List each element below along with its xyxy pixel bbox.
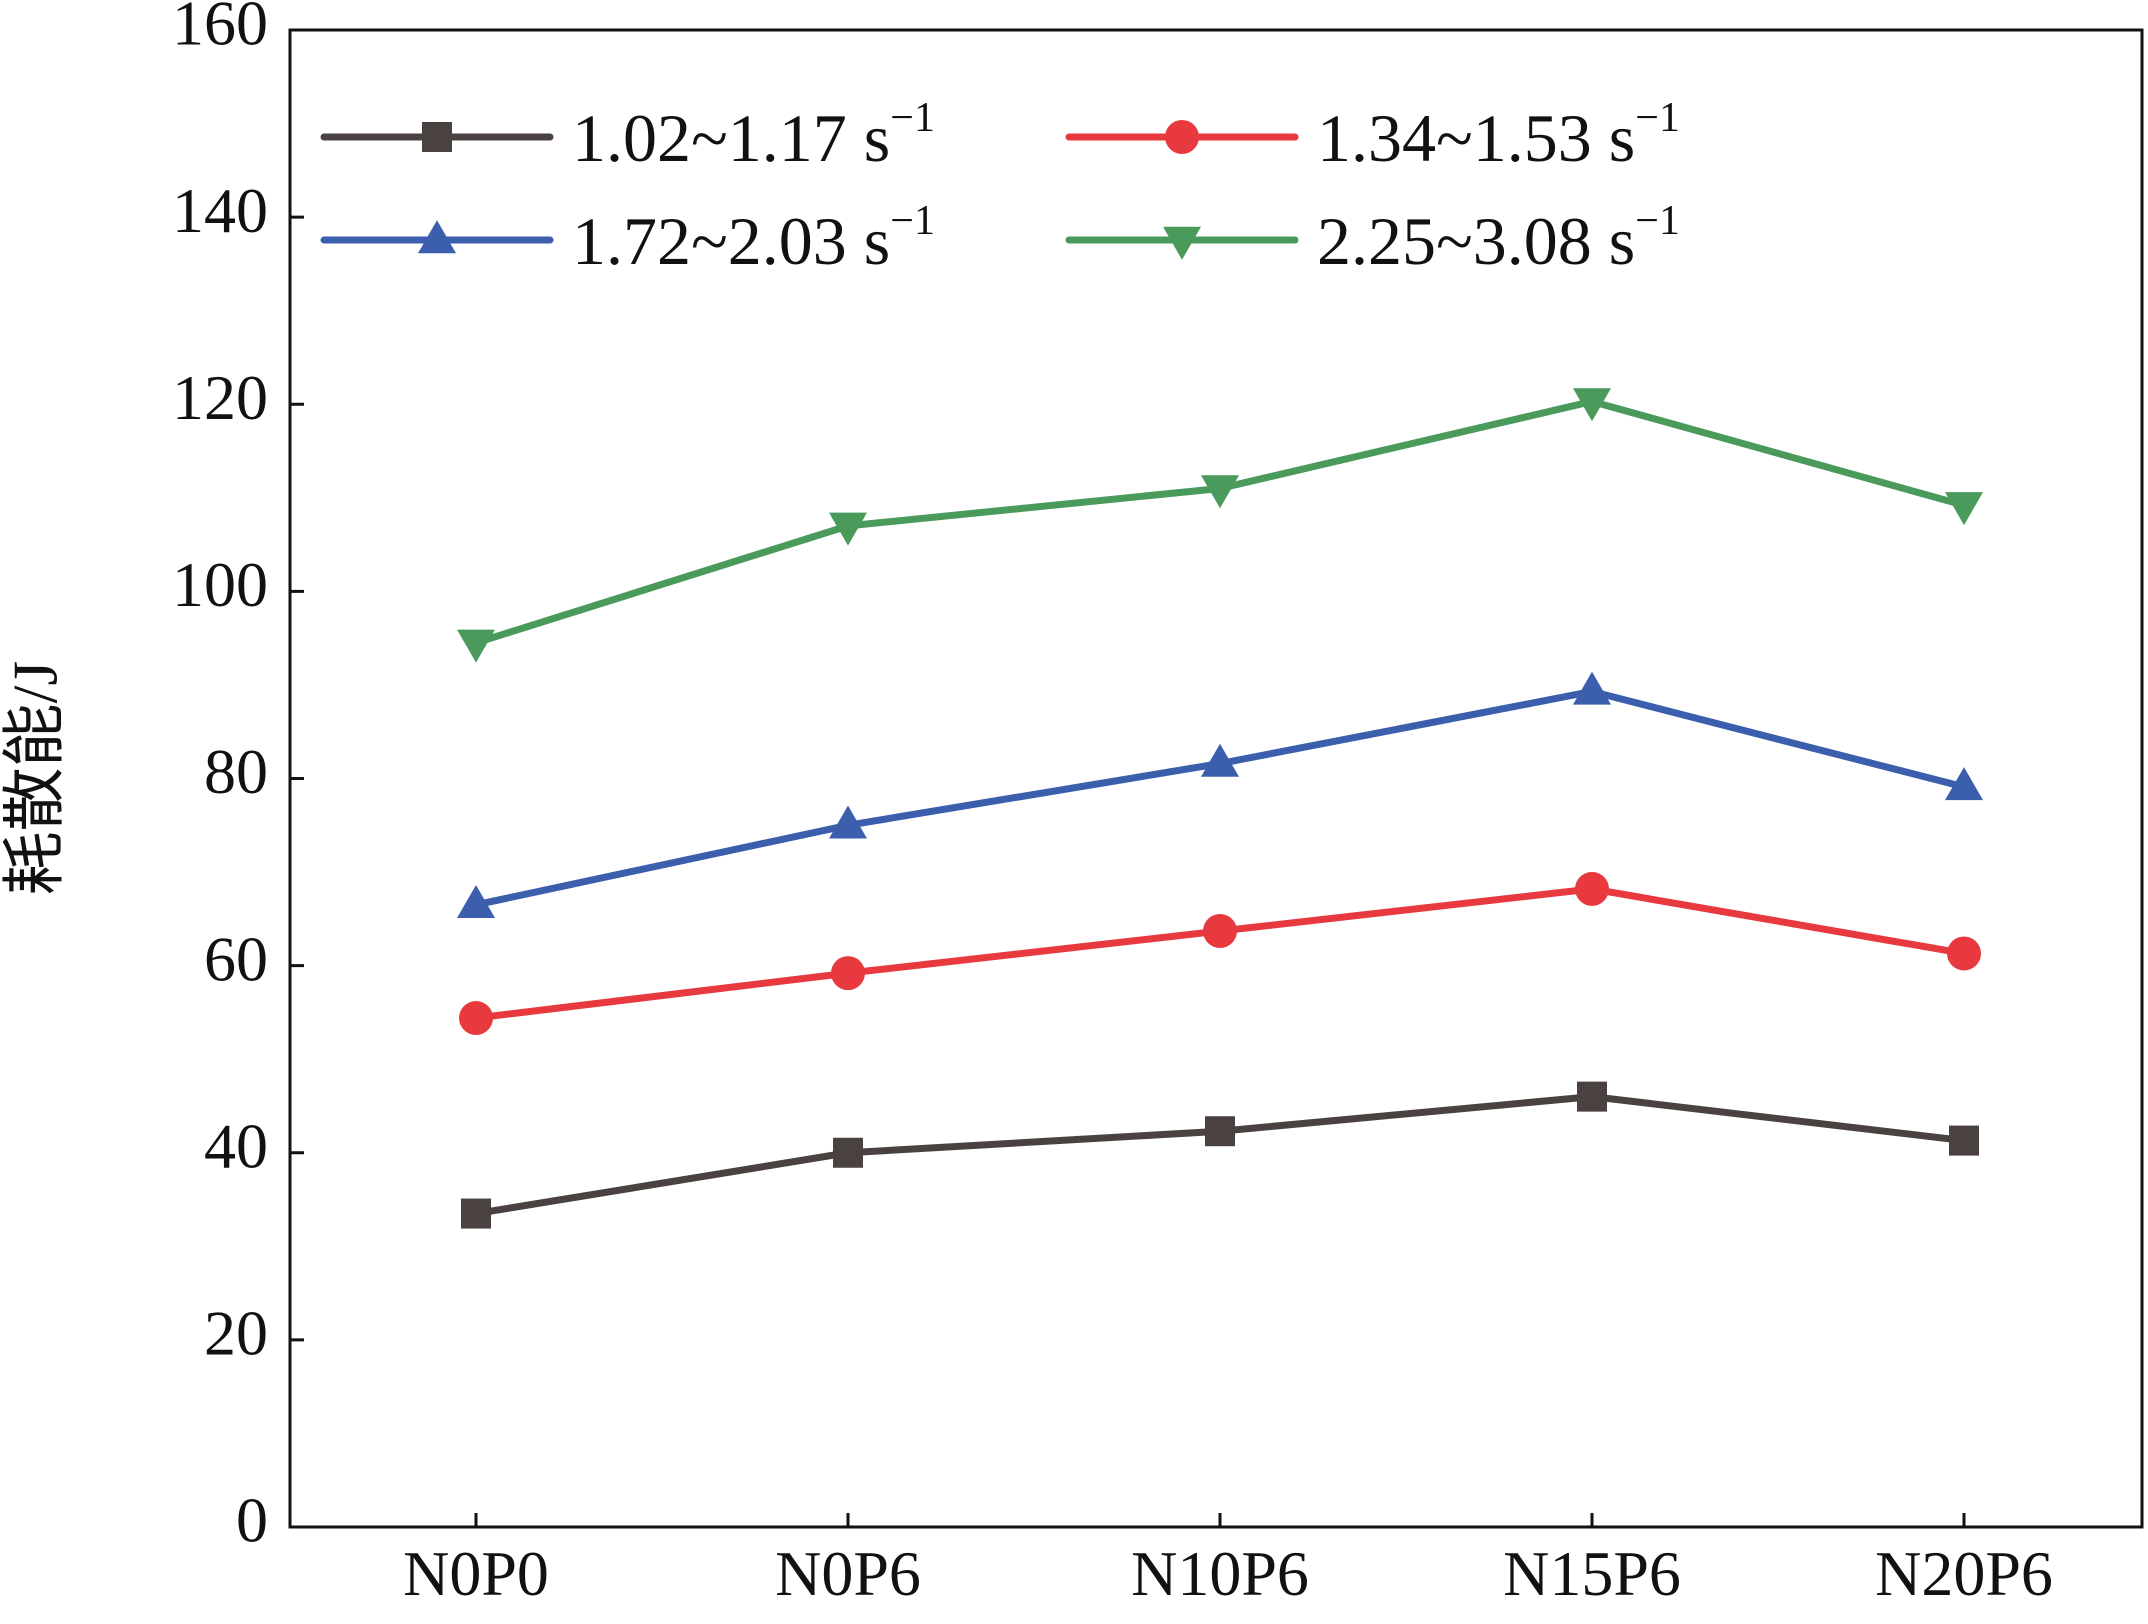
data-point [457,885,495,919]
data-point [833,1137,863,1168]
x-tick-label: N15P6 [1503,1538,1681,1609]
series-line [472,885,1968,1022]
legend-marker [418,220,456,254]
data-point [1945,492,1983,526]
legend-label: 1.02~1.17 s−1 [572,95,935,176]
legend-item-1: 1.02~1.17 s−1 [320,95,935,176]
data-point [459,1001,493,1036]
legend-item-3: 1.72~2.03 s−1 [320,198,935,279]
data-point [1205,1116,1235,1147]
series-line [472,1093,1968,1218]
y-tick-label: 100 [172,549,268,620]
data-point [1203,914,1237,949]
legend-marker [422,122,452,152]
data-point [1577,1081,1607,1112]
legend-item-4: 2.25~3.08 s−1 [1065,198,1680,279]
data-point [829,512,867,546]
axes: 0 20 40 60 80 100 120 140 160 N0P0 N0P6 N10P6 N15P6 N… [172,0,2144,1609]
legend-label: 1.34~1.53 s−1 [1317,95,1680,176]
y-tick-label: 20 [204,1298,268,1369]
data-point [457,629,495,663]
data-point [461,1198,491,1229]
series-1 [461,1081,1979,1229]
legend-marker [1163,226,1201,260]
series-4 [457,388,1983,663]
y-tick-label: 0 [236,1485,268,1556]
x-tick-label: N10P6 [1131,1538,1309,1609]
data-point [1573,671,1611,705]
data-point [1947,936,1981,971]
legend-marker [1165,120,1199,154]
y-tick-label: 40 [204,1110,268,1181]
data-point [829,805,867,839]
data-point [1945,767,1983,801]
y-tick-label: 160 [172,0,268,59]
data-point [1201,743,1239,777]
y-axis-title: 耗散能/J [0,661,71,896]
data-point [1201,475,1239,509]
data-point [1575,871,1609,906]
data-point [1573,388,1611,422]
data-point [831,956,865,991]
y-tick-label: 60 [204,923,268,994]
x-tick-label: N0P6 [775,1538,921,1609]
legend-item-2: 1.34~1.53 s−1 [1065,95,1680,176]
series-line [472,687,1968,909]
legend-label: 1.72~2.03 s−1 [572,198,935,279]
legend-label: 2.25~3.08 s−1 [1317,198,1680,279]
plot-frame [288,28,2144,1529]
data-point [1949,1125,1979,1156]
y-tick-label: 140 [172,175,268,246]
y-tick-label: 120 [172,362,268,433]
series-3 [457,671,1983,919]
legend: 1.02~1.17 s−1 1.34~1.53 s−1 1.72~2.03 s−1 2… [320,95,1680,279]
x-tick-label: N0P0 [403,1538,549,1609]
y-tick-label: 80 [204,736,268,807]
series-line [472,397,1968,647]
series-group [457,388,1983,1229]
x-tick-label: N20P6 [1875,1538,2053,1609]
series-2 [459,871,1981,1036]
